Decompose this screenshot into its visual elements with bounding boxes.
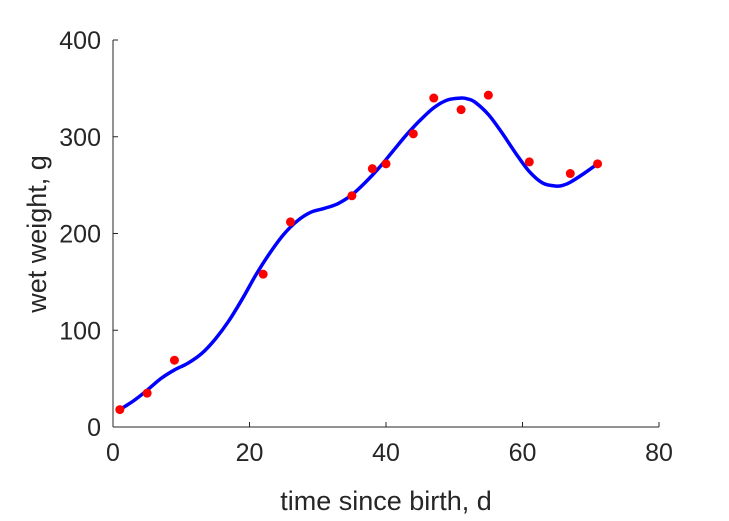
axes: [112, 39, 660, 428]
data-point: [593, 159, 603, 169]
data-point: [142, 388, 152, 398]
y-axis-label: wet weight, g: [22, 155, 52, 314]
data-point: [408, 129, 418, 139]
x-tick-label: 80: [645, 439, 673, 467]
y-tick-label: 300: [59, 124, 101, 152]
y-tick-label: 400: [59, 27, 101, 55]
x-tick-label: 40: [372, 439, 400, 467]
data-point: [429, 93, 439, 103]
y-tick-label: 0: [87, 414, 101, 442]
data-point: [347, 191, 357, 201]
data-point: [524, 157, 534, 167]
data-point: [285, 217, 295, 227]
x-axis-label: time since birth, d: [280, 486, 492, 516]
plot-area: [115, 90, 603, 415]
x-tick-label: 0: [106, 439, 120, 467]
y-tick-label: 200: [59, 221, 101, 249]
fit-curve: [118, 96, 600, 412]
data-point: [258, 269, 268, 279]
data-point: [381, 159, 391, 169]
y-tick-label: 100: [59, 317, 101, 345]
data-point: [565, 169, 575, 179]
data-point: [483, 90, 493, 100]
data-point: [456, 105, 466, 115]
tick-labels: 0 20 40 60 80 0 100 200 300 400: [59, 27, 673, 467]
data-point: [367, 164, 377, 174]
data-point: [169, 355, 179, 365]
x-tick-label: 20: [236, 439, 264, 467]
x-tick-label: 60: [509, 439, 537, 467]
data-point: [115, 405, 125, 415]
